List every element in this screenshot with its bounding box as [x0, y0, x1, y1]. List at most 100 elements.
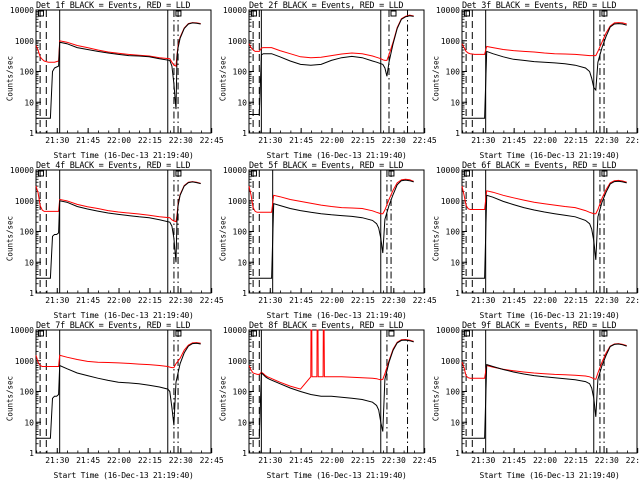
y-tick-label: 10: [24, 418, 34, 427]
y-tick-label: 1: [29, 289, 34, 298]
series-line-events: [36, 181, 201, 279]
y-tick-label: 1000: [441, 197, 460, 206]
x-tick-label: 21:30: [258, 296, 282, 305]
x-axis-label: Start Time (16-Dec-13 21:19:40): [53, 471, 194, 480]
marker-box: [250, 10, 257, 17]
y-tick-label: 1: [29, 449, 34, 458]
series-line-events: [249, 339, 414, 439]
x-tick-label: 22:30: [382, 296, 406, 305]
marker-box: [601, 170, 608, 177]
x-axis-label: Start Time (16-Dec-13 21:19:40): [266, 151, 407, 160]
y-axis-label: Counts/sec: [218, 375, 228, 422]
x-tick-label: 21:45: [502, 456, 526, 465]
plot-frame: [35, 329, 212, 454]
y-tick-label: 1: [455, 449, 460, 458]
x-tick-label: 22:15: [564, 296, 588, 305]
x-axis-label: Start Time (16-Dec-13 21:19:40): [479, 311, 620, 320]
x-tick-label: 22:45: [413, 136, 437, 145]
y-tick-label: 100: [446, 228, 461, 237]
series-line-events: [462, 343, 627, 439]
x-tick-label: 21:30: [258, 136, 282, 145]
x-tick-label: 22:45: [200, 136, 224, 145]
x-tick-label: 22:00: [533, 136, 557, 145]
x-tick-label: 21:45: [289, 296, 313, 305]
y-tick-label: 100: [233, 228, 248, 237]
series-line-lld: [248, 178, 414, 215]
chart-title: Det 1f BLACK = Events, RED = LLD: [36, 1, 191, 11]
series-line-events: [249, 15, 414, 115]
x-tick-label: 22:45: [413, 296, 437, 305]
y-tick-label: 100: [20, 68, 35, 77]
x-tick-label: 22:15: [564, 456, 588, 465]
x-tick-label: 22:15: [138, 296, 162, 305]
x-tick-label: 22:00: [320, 456, 344, 465]
x-tick-label: 22:15: [351, 136, 375, 145]
series-line-events: [462, 23, 627, 119]
plot-frame: [461, 329, 638, 454]
y-tick-label: 10: [24, 98, 34, 107]
y-tick-label: 1: [455, 129, 460, 138]
y-tick-label: 10000: [223, 166, 247, 175]
y-tick-label: 10: [450, 98, 460, 107]
x-tick-label: 22:00: [107, 456, 131, 465]
x-tick-label: 21:45: [76, 136, 100, 145]
y-tick-label: 1000: [15, 37, 34, 46]
y-axis-label: Counts/sec: [218, 215, 228, 262]
x-axis-label: Start Time (16-Dec-13 21:19:40): [479, 151, 620, 160]
x-tick-label: 21:30: [471, 136, 495, 145]
marker-box: [250, 170, 257, 177]
x-tick-label: 22:30: [595, 456, 619, 465]
x-tick-label: 21:45: [502, 136, 526, 145]
x-tick-label: 22:15: [351, 296, 375, 305]
chart-det-2f: Det 2f BLACK = Events, RED = LLD 1 10 100 1…: [213, 0, 437, 160]
chart-plot: 1 10 100 1000 10000 21:30 21:45 22:00 22:15 22:30…: [436, 6, 640, 145]
x-axis-label: Start Time (16-Dec-13 21:19:40): [53, 151, 194, 160]
chart-det-3f: Det 3f BLACK = Events, RED = LLD 1 10 100 1…: [426, 0, 640, 160]
series-line-lld: [35, 181, 201, 223]
y-tick-label: 10000: [223, 6, 247, 15]
y-tick-label: 1000: [15, 197, 34, 206]
marker-box: [463, 330, 470, 337]
marker-box: [37, 330, 44, 337]
y-tick-label: 10000: [223, 326, 247, 335]
x-tick-label: 22:15: [138, 456, 162, 465]
x-tick-label: 21:45: [76, 296, 100, 305]
y-tick-label: 100: [20, 228, 35, 237]
series-line-lld: [248, 14, 414, 61]
x-tick-label: 22:30: [382, 136, 406, 145]
x-tick-label: 22:45: [626, 296, 640, 305]
series-line-lld: [461, 22, 627, 57]
y-tick-label: 100: [233, 68, 248, 77]
chart-title: Det 3f BLACK = Events, RED = LLD: [462, 1, 617, 11]
y-tick-label: 1000: [441, 37, 460, 46]
y-tick-label: 1: [242, 289, 247, 298]
y-tick-label: 10000: [10, 166, 34, 175]
x-tick-label: 21:30: [45, 136, 69, 145]
chart-det-4f: Det 4f BLACK = Events, RED = LLD 1 10 100 1…: [0, 160, 224, 320]
chart-title: Det 2f BLACK = Events, RED = LLD: [249, 1, 404, 11]
y-tick-label: 10: [450, 258, 460, 267]
x-tick-label: 22:00: [107, 296, 131, 305]
x-tick-label: 22:15: [351, 456, 375, 465]
x-tick-label: 22:45: [200, 296, 224, 305]
series-line-events: [462, 180, 627, 279]
chart-plot: 1 10 100 1000 10000 21:30 21:45 22:00 22:15 22:30…: [10, 6, 224, 145]
x-tick-label: 21:45: [502, 296, 526, 305]
y-tick-label: 10: [237, 98, 247, 107]
x-tick-label: 22:45: [200, 456, 224, 465]
y-tick-label: 1: [29, 129, 34, 138]
marker-box: [601, 330, 608, 337]
series-line-lld: [35, 342, 201, 369]
y-tick-label: 1000: [441, 357, 460, 366]
chart-plot: 1 10 100 1000 10000 21:30 21:45 22:00 22:15 22:30…: [436, 166, 640, 305]
chart-det-8f: Det 8f BLACK = Events, RED = LLD 1 10 100 1…: [213, 320, 437, 480]
chart-det-5f: Det 5f BLACK = Events, RED = LLD 1 10 100 1…: [213, 160, 437, 320]
plot-frame: [248, 329, 425, 454]
chart-title: Det 8f BLACK = Events, RED = LLD: [249, 321, 404, 331]
plot-frame: [461, 169, 638, 294]
x-tick-label: 21:30: [45, 456, 69, 465]
marker-box: [37, 170, 44, 177]
x-tick-label: 22:00: [533, 296, 557, 305]
y-axis-label: Counts/sec: [218, 55, 228, 102]
